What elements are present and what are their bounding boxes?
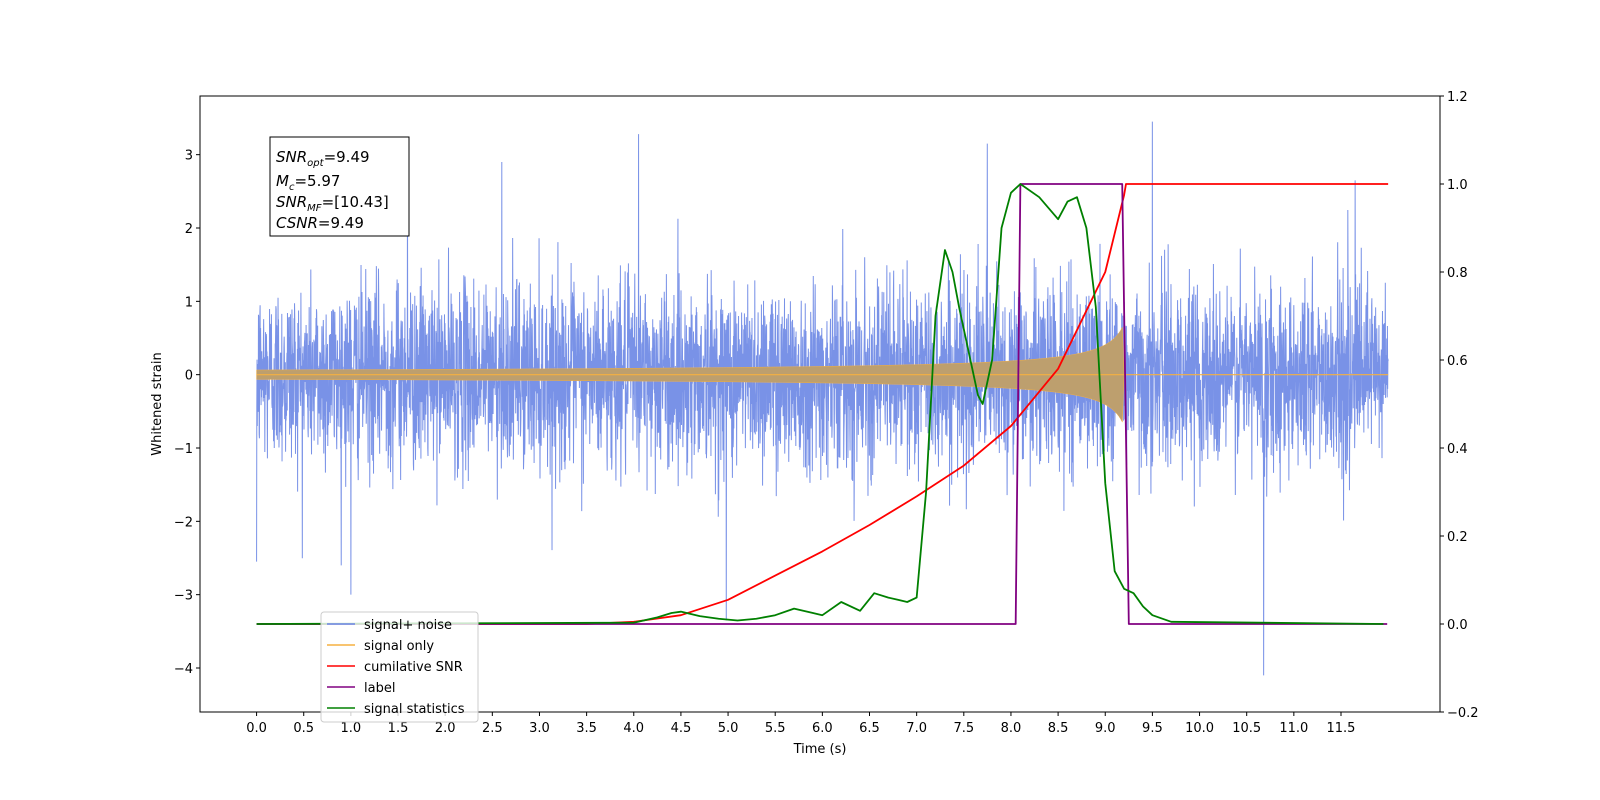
x-tick-label-20: 10.0 (1185, 721, 1214, 736)
series-cumulative-snr (256, 183, 1389, 625)
y2-tick-label-0: 1.2 (1447, 90, 1468, 105)
x-tick-label-19: 9.5 (1142, 721, 1163, 736)
legend: signal+ noise signal only cumilative SNR… (320, 611, 479, 723)
x-tick-label-6: 3.0 (529, 721, 550, 736)
legend-label-signal-only: signal only (364, 639, 434, 654)
x-tick-label-23: 11.5 (1327, 721, 1356, 736)
x-tick-label-2: 1.0 (341, 721, 362, 736)
x-tick-label-17: 8.5 (1048, 721, 1069, 736)
y-tick-label-2: 1 (185, 295, 193, 310)
svg-text:CSNR=9.49: CSNR=9.49 (276, 214, 364, 232)
series-label (256, 183, 1388, 625)
x-tick-label-10: 5.0 (718, 721, 739, 736)
x-tick-label-15: 7.5 (953, 721, 974, 736)
x-tick-label-14: 7.0 (906, 721, 927, 736)
series-signal-noise (256, 121, 1389, 676)
y2-axis-ticks: 1.2 1.0 0.8 0.6 0.4 0.2 0.0 −0.2 (1440, 90, 1479, 721)
x-axis-label: Time (s) (793, 742, 847, 757)
x-tick-label-21: 10.5 (1232, 721, 1261, 736)
x-tick-label-16: 8.0 (1001, 721, 1022, 736)
legend-label-signal-noise: signal+ noise (364, 618, 452, 633)
y2-tick-label-4: 0.4 (1447, 442, 1468, 457)
x-tick-label-22: 11.0 (1279, 721, 1308, 736)
y2-tick-label-7: −0.2 (1447, 706, 1479, 721)
x-tick-label-1: 0.5 (293, 721, 314, 736)
y2-tick-label-6: 0.0 (1447, 618, 1468, 633)
x-axis-ticks: 0.0 0.5 1.0 1.5 2.0 2.5 3.0 3.5 4.0 4.5 5.0 5.5 6.0 6… (246, 712, 1355, 736)
svg-text:SNRopt=9.49: SNRopt=9.49 (276, 148, 370, 169)
legend-label-signal-statistics: signal statistics (364, 702, 465, 717)
svg-text:SNRMF=[10.43]: SNRMF=[10.43] (276, 193, 389, 214)
x-tick-label-13: 6.5 (859, 721, 880, 736)
legend-label-cumulative-snr: cumilative SNR (364, 660, 463, 675)
info-box: SNRopt=9.49 Mc=5.97 SNRMF=[10.43] CSNR=9… (269, 136, 410, 237)
y-tick-label-6: −3 (174, 589, 193, 604)
x-tick-label-0: 0.0 (246, 721, 267, 736)
series-layer (256, 121, 1389, 676)
x-tick-label-4: 2.0 (435, 721, 456, 736)
x-tick-label-5: 2.5 (482, 721, 503, 736)
info-snr-mf: =[10.43] (322, 193, 389, 211)
x-tick-label-7: 3.5 (576, 721, 597, 736)
y2-tick-label-3: 0.6 (1447, 354, 1468, 369)
y-tick-label-7: −4 (174, 662, 193, 677)
info-mc: =5.97 (294, 172, 340, 190)
y-axis-label: Whitened strain (150, 352, 165, 455)
plot-frame (199, 95, 1441, 713)
x-tick-label-3: 1.5 (388, 721, 409, 736)
y-tick-label-5: −2 (174, 515, 193, 530)
x-tick-label-12: 6.0 (812, 721, 833, 736)
svg-text:Mc=5.97: Mc=5.97 (276, 172, 340, 193)
y-tick-label-1: 2 (185, 222, 193, 237)
info-csnr: =9.49 (318, 214, 364, 232)
y2-tick-label-1: 1.0 (1447, 178, 1468, 193)
y-tick-label-0: 3 (185, 149, 193, 164)
y-axis-ticks: 3 2 1 0 −1 −2 −3 −4 (174, 149, 200, 677)
x-tick-label-9: 4.5 (671, 721, 692, 736)
y-tick-label-3: 0 (185, 369, 193, 384)
y-tick-label-4: −1 (174, 442, 193, 457)
y2-tick-label-5: 0.2 (1447, 530, 1468, 545)
x-tick-label-18: 9.0 (1095, 721, 1116, 736)
info-snr-opt: =9.49 (324, 148, 370, 166)
x-tick-label-11: 5.5 (765, 721, 786, 736)
y2-tick-label-2: 0.8 (1447, 266, 1468, 281)
legend-label-label: label (364, 681, 395, 696)
x-tick-label-8: 4.0 (623, 721, 644, 736)
series-signal-statistics (256, 183, 1384, 625)
